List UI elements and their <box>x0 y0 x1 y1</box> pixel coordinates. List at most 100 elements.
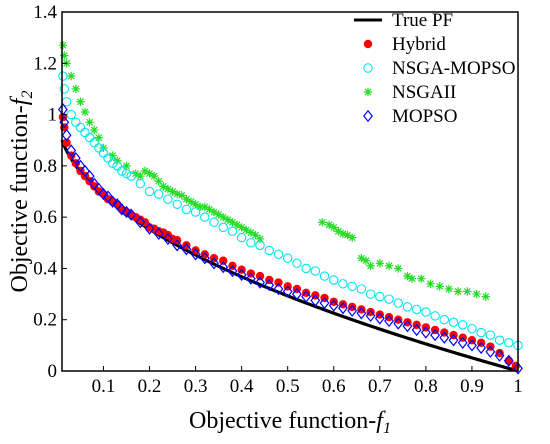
data-point <box>467 323 477 334</box>
data-point <box>273 249 284 260</box>
x-tick-label: 0.9 <box>460 376 484 397</box>
data-point <box>122 161 131 171</box>
data-point <box>255 276 265 289</box>
data-point <box>476 327 486 338</box>
data-point <box>60 51 69 60</box>
data-point <box>121 205 132 219</box>
data-point <box>186 197 196 206</box>
data-point <box>457 336 468 349</box>
data-point <box>394 264 403 273</box>
data-point <box>200 202 209 212</box>
data-point <box>228 218 237 227</box>
y-axis-title: Objective function-f2 <box>7 91 36 293</box>
data-point <box>144 222 155 235</box>
legend-label: Hybrid <box>392 34 446 55</box>
data-point <box>80 127 90 138</box>
data-point <box>144 186 155 197</box>
data-point <box>163 184 173 194</box>
data-point <box>384 261 394 271</box>
data-point <box>402 302 413 312</box>
data-point <box>343 230 352 240</box>
data-point <box>84 132 95 143</box>
data-point <box>347 304 358 317</box>
data-point <box>463 287 472 296</box>
data-point <box>273 282 284 296</box>
data-point <box>494 335 505 345</box>
legend-label: NSGAII <box>392 82 456 103</box>
data-point <box>236 232 247 243</box>
data-point <box>485 330 496 340</box>
data-point <box>159 182 168 191</box>
y-tick-label: 1.4 <box>33 2 57 23</box>
y-tick-label: 0.8 <box>33 156 57 177</box>
x-tick-label: 0.4 <box>230 376 254 397</box>
data-point <box>384 314 394 328</box>
data-point <box>504 356 513 365</box>
data-point <box>453 287 463 296</box>
data-point <box>145 169 154 178</box>
legend-swatch <box>363 87 373 97</box>
data-point <box>181 204 192 215</box>
data-point <box>338 279 348 289</box>
data-point <box>366 261 375 271</box>
data-point <box>264 245 275 256</box>
data-point <box>177 191 186 200</box>
x-tick-label: 0.3 <box>184 376 208 397</box>
data-point <box>172 189 182 199</box>
data-point <box>357 253 366 263</box>
x-tick-label: 1 <box>513 376 523 397</box>
data-point <box>172 239 183 252</box>
data-point <box>435 282 444 291</box>
data-point <box>236 268 247 281</box>
data-point <box>163 232 173 246</box>
data-point <box>282 285 293 298</box>
data-point <box>126 208 137 221</box>
x-tick-label: 0.5 <box>276 376 300 397</box>
data-point <box>407 274 417 283</box>
data-point <box>513 362 523 375</box>
y-axis-ticks: 0 0.2 0.4 0.6 0.8 1 1.2 1.4 <box>33 2 67 382</box>
data-point <box>439 331 450 344</box>
data-point <box>255 234 265 244</box>
chart-marks <box>57 41 523 375</box>
data-point <box>103 153 113 163</box>
data-point <box>365 309 376 323</box>
x-tick-label: 0.1 <box>92 376 116 397</box>
data-point <box>172 199 182 210</box>
data-point <box>108 151 117 160</box>
data-point <box>199 252 210 265</box>
data-point <box>136 171 145 181</box>
data-point <box>319 271 330 281</box>
y-tick-label: 0.6 <box>33 207 57 228</box>
data-point <box>393 298 403 308</box>
data-point <box>430 328 441 342</box>
data-point <box>214 210 223 219</box>
x-tick-label: 0.2 <box>138 376 162 397</box>
data-point <box>140 166 150 176</box>
data-point <box>292 258 302 269</box>
data-point <box>71 84 81 94</box>
data-point <box>135 179 146 189</box>
data-point <box>205 205 214 214</box>
data-point <box>255 271 265 281</box>
x-tick-label: 0.6 <box>322 376 346 397</box>
data-point <box>347 281 357 292</box>
data-point <box>61 128 72 142</box>
data-point <box>67 71 76 81</box>
y-tick-label: 0 <box>48 361 58 382</box>
data-point <box>121 168 132 179</box>
data-point <box>411 304 422 315</box>
data-point <box>131 169 140 178</box>
y-tick-label: 0.2 <box>33 310 57 331</box>
legend-swatch <box>363 39 373 49</box>
data-point <box>89 138 99 148</box>
data-point <box>246 228 256 237</box>
data-point <box>84 169 95 183</box>
data-point <box>347 233 357 242</box>
data-point <box>75 122 86 133</box>
data-point <box>232 220 242 230</box>
y-tick-label: 1.2 <box>33 53 57 74</box>
data-point <box>58 71 68 81</box>
data-point <box>430 311 440 321</box>
